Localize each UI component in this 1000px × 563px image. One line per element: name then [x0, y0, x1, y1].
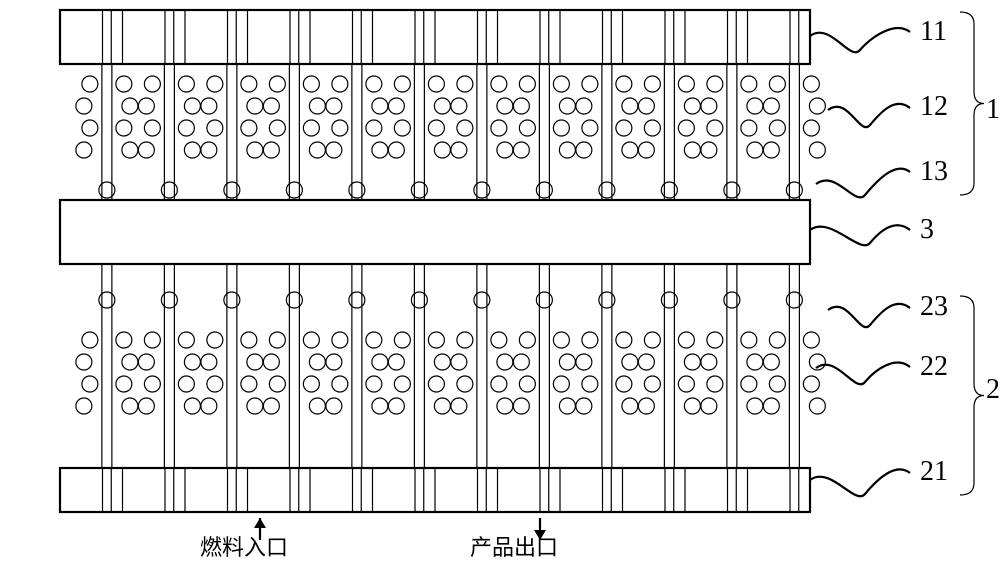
middle-bar [60, 200, 810, 264]
label-g1: 1 [986, 94, 1000, 125]
leader-line [828, 304, 910, 327]
label-l12: 12 [920, 91, 948, 122]
leader-line [816, 363, 910, 385]
label-l23: 23 [920, 291, 948, 322]
label-g2: 2 [986, 374, 1000, 405]
leader-line [810, 225, 910, 245]
label-l21: 21 [920, 456, 948, 487]
leader-line [828, 104, 910, 127]
label-l3: 3 [920, 214, 934, 245]
leader-line [810, 469, 910, 496]
label-l11: 11 [920, 16, 947, 47]
leader-line [816, 169, 910, 198]
label-l22: 22 [920, 351, 948, 382]
label-l13: 13 [920, 156, 948, 187]
curly-bracket [960, 296, 984, 495]
curly-bracket [960, 12, 984, 195]
leader-line [810, 28, 910, 52]
product-out-label: 产品出口 [470, 535, 558, 560]
fuel-in-label: 燃料入口 [200, 535, 288, 560]
